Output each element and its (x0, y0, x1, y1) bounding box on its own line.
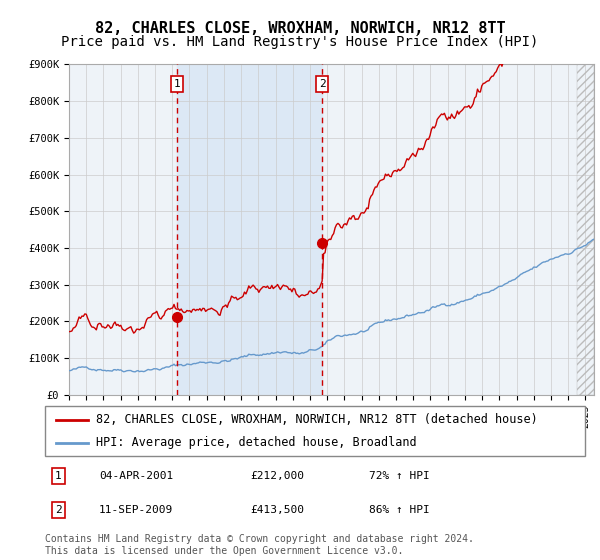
Text: 11-SEP-2009: 11-SEP-2009 (99, 505, 173, 515)
Text: 2: 2 (55, 505, 62, 515)
Text: 72% ↑ HPI: 72% ↑ HPI (369, 471, 430, 481)
Text: £413,500: £413,500 (250, 505, 304, 515)
Text: 1: 1 (173, 80, 180, 89)
Text: 86% ↑ HPI: 86% ↑ HPI (369, 505, 430, 515)
Bar (177, 64, 322, 395)
Text: Price paid vs. HM Land Registry's House Price Index (HPI): Price paid vs. HM Land Registry's House … (61, 35, 539, 49)
Text: 82, CHARLES CLOSE, WROXHAM, NORWICH, NR12 8TT (detached house): 82, CHARLES CLOSE, WROXHAM, NORWICH, NR1… (96, 413, 538, 426)
Text: 82, CHARLES CLOSE, WROXHAM, NORWICH, NR12 8TT: 82, CHARLES CLOSE, WROXHAM, NORWICH, NR1… (95, 21, 505, 36)
Text: £212,000: £212,000 (250, 471, 304, 481)
Text: 1: 1 (55, 471, 62, 481)
Text: 2: 2 (319, 80, 325, 89)
Text: 04-APR-2001: 04-APR-2001 (99, 471, 173, 481)
Text: Contains HM Land Registry data © Crown copyright and database right 2024.
This d: Contains HM Land Registry data © Crown c… (45, 534, 474, 556)
Text: HPI: Average price, detached house, Broadland: HPI: Average price, detached house, Broa… (96, 436, 417, 449)
FancyBboxPatch shape (45, 406, 585, 456)
